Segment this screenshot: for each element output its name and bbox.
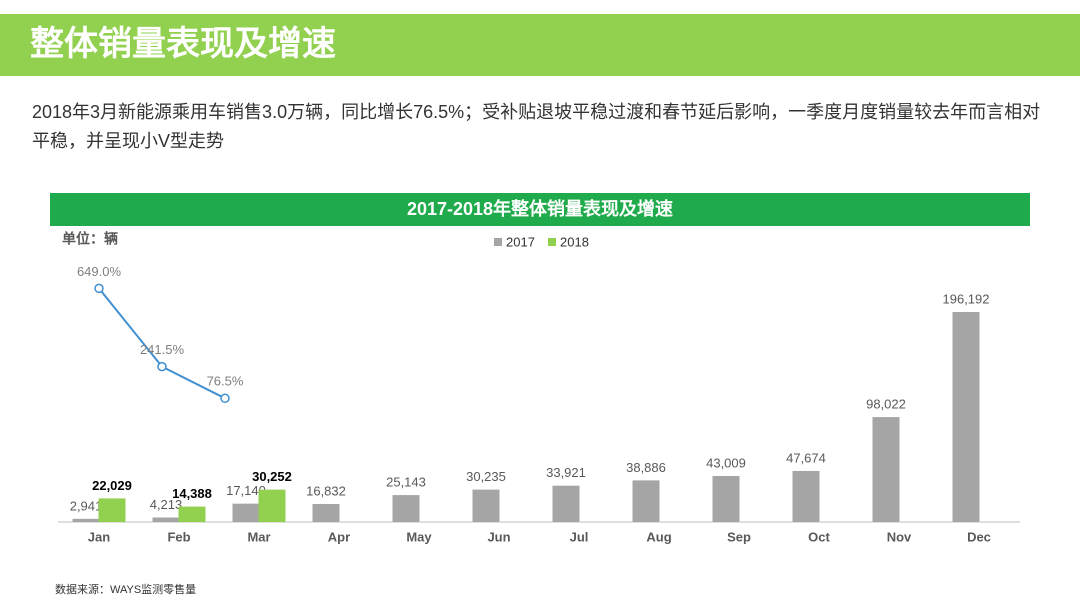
x-tick-label: Dec bbox=[967, 529, 991, 544]
growth-marker bbox=[220, 393, 230, 404]
bar bbox=[232, 503, 260, 522]
value-label: 25,143 bbox=[386, 475, 426, 490]
value-label: 38,886 bbox=[626, 460, 666, 475]
value-label: 22,029 bbox=[92, 478, 132, 493]
bar bbox=[392, 495, 420, 522]
value-label: 4,213 bbox=[150, 497, 183, 512]
bar bbox=[152, 517, 180, 522]
growth-marker bbox=[94, 283, 104, 294]
bar bbox=[872, 417, 900, 522]
growth-label: 649.0% bbox=[77, 264, 122, 279]
summary: 2018年3月新能源乘用车销售3.0万辆，同比增长76.5%；受补贴退坡平稳过渡… bbox=[32, 102, 1041, 151]
bar bbox=[472, 489, 500, 522]
value-label: 17,140 bbox=[226, 483, 266, 498]
value-label: 196,192 bbox=[943, 291, 990, 306]
x-tick-label: Jun bbox=[487, 529, 510, 544]
chart-title: 2017-2018年整体销量表现及增速 bbox=[407, 198, 673, 219]
x-tick-label: Jul bbox=[570, 529, 589, 544]
bar bbox=[552, 485, 580, 522]
x-tick-label: Apr bbox=[328, 529, 350, 544]
value-label: 2,941 bbox=[70, 498, 103, 513]
growth-label: 241.5% bbox=[140, 342, 185, 357]
legend-swatch bbox=[494, 238, 502, 246]
value-label: 43,009 bbox=[706, 455, 746, 470]
bar bbox=[712, 475, 740, 522]
bar bbox=[632, 480, 660, 522]
bar bbox=[98, 498, 126, 522]
value-label: 16,832 bbox=[306, 483, 346, 498]
x-tick-label: Oct bbox=[808, 529, 830, 544]
bar bbox=[258, 489, 286, 522]
value-label: 14,388 bbox=[172, 486, 212, 501]
unit-label: 单位：辆 bbox=[62, 231, 118, 247]
growth-label: 76.5% bbox=[207, 374, 244, 389]
value-label: 98,022 bbox=[866, 397, 906, 412]
x-tick-label: Jan bbox=[88, 529, 110, 544]
x-tick-label: Feb bbox=[167, 529, 190, 544]
x-tick-label: May bbox=[406, 529, 432, 544]
value-label: 30,235 bbox=[466, 469, 506, 484]
value-label: 33,921 bbox=[546, 465, 586, 480]
bar bbox=[312, 503, 340, 522]
legend-swatch bbox=[548, 238, 556, 246]
bar bbox=[178, 506, 206, 522]
bar bbox=[792, 470, 820, 522]
value-label: 47,674 bbox=[786, 450, 826, 465]
header-bar bbox=[0, 14, 1080, 76]
bar bbox=[72, 518, 100, 522]
source: 数据来源：WAYS监测零售量 bbox=[55, 582, 196, 596]
x-tick-label: Mar bbox=[247, 529, 270, 544]
header-title: 整体销量表现及增速 bbox=[30, 25, 336, 63]
value-label: 30,252 bbox=[252, 469, 292, 484]
x-tick-label: Sep bbox=[727, 529, 751, 544]
growth-marker bbox=[157, 361, 167, 372]
bar bbox=[952, 312, 980, 522]
legend-label: 2018 bbox=[560, 234, 589, 249]
x-tick-label: Aug bbox=[646, 529, 671, 544]
chart-title-bar bbox=[50, 193, 1030, 226]
legend-label: 2017 bbox=[506, 234, 535, 249]
x-tick-label: Nov bbox=[887, 529, 912, 544]
